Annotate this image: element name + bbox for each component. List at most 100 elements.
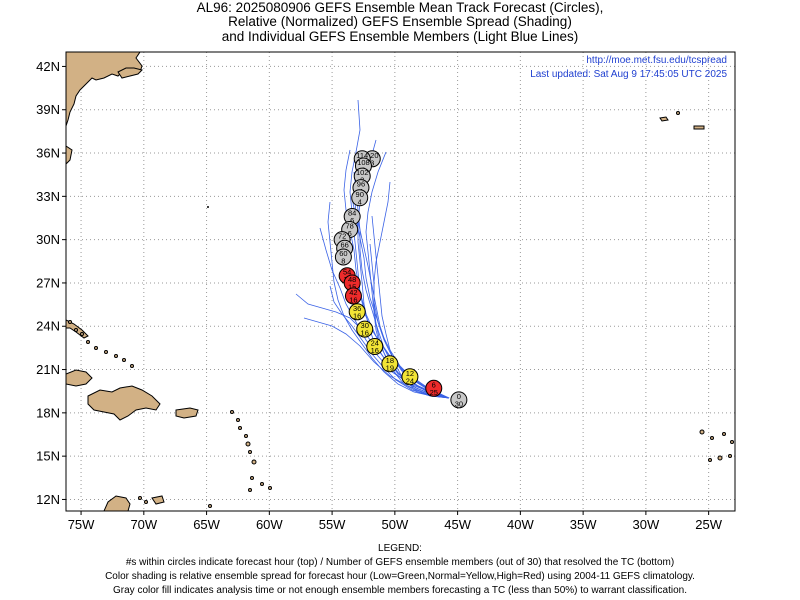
forecast-hour-label: 120 [366, 151, 379, 160]
lat-tick-label: 42N [36, 59, 60, 74]
member-count-label: 16 [371, 346, 379, 355]
hispaniola-land [87, 385, 161, 421]
legend-heading: LEGEND: [378, 543, 422, 554]
bermuda-land [207, 206, 209, 208]
forecast-hour-label: 102 [356, 168, 369, 177]
mean-track-point: 608 [334, 248, 352, 266]
forecast-hour-label: 90 [356, 190, 364, 199]
member-count-label: 15 [348, 282, 356, 291]
member-count-label: 8 [341, 256, 345, 265]
longitude-axis: 75W 70W 65W 60W 55W 50W 45W 40W 35W 30W 25W [68, 511, 723, 532]
forecast-hour-label: 78 [345, 222, 353, 231]
forecast-hour-label: 42 [349, 288, 357, 297]
mean-track-circle [450, 391, 468, 409]
lon-tick-label: 50W [381, 517, 408, 532]
forecast-hour-label: 66 [340, 240, 348, 249]
forecast-hour-label: 18 [386, 356, 394, 365]
legend-line-3: Gray color fill indicates analysis time … [113, 585, 687, 596]
member-count-label: 3 [370, 158, 374, 167]
forecast-hour-label: 84 [348, 209, 356, 218]
member-count-label: 25 [430, 388, 438, 397]
puerto-rico-land [175, 407, 199, 419]
lat-tick-label: 30N [36, 232, 60, 247]
lon-tick-label: 55W [319, 517, 346, 532]
lon-tick-label: 60W [256, 517, 283, 532]
legend-line-2: Color shading is relative ensemble sprea… [105, 571, 695, 582]
latitude-axis: 12N 15N 18N 21N 24N 27N 30N 33N 36N 39N 42N [36, 59, 66, 507]
forecast-hour-label: 6 [432, 380, 436, 389]
jamaica-land [66, 369, 93, 387]
lat-tick-label: 36N [36, 146, 60, 161]
bahamas [68, 320, 134, 368]
mean-track-circle [425, 379, 443, 397]
mean-track-circle [348, 303, 366, 321]
title-line-2: Relative (Normalized) GEFS Ensemble Spre… [228, 14, 572, 29]
member-count-label: 16 [349, 295, 357, 304]
member-count-label: 6 [348, 229, 352, 238]
forecast-hour-label: 60 [339, 249, 347, 258]
mean-track-circle [366, 337, 384, 355]
lon-tick-label: 40W [507, 517, 534, 532]
forecast-hour-label: 30 [361, 321, 369, 330]
nova-scotia-land [117, 67, 143, 79]
member-count-label: 16 [361, 329, 369, 338]
lon-tick-label: 30W [633, 517, 660, 532]
land-layer [66, 52, 734, 511]
member-count-label: 6 [350, 216, 354, 225]
trinidad-land [151, 495, 165, 505]
mean-track-circle [356, 320, 374, 338]
lat-tick-label: 33N [36, 189, 60, 204]
mean-track-circle [381, 355, 399, 373]
credit-url: http://moe.met.fsu.edu/tcspread [586, 55, 727, 66]
lon-tick-label: 65W [193, 517, 220, 532]
forecast-hour-label: 72 [338, 232, 346, 241]
forecast-hour-label: 96 [357, 180, 365, 189]
mean-track-point: 625 [425, 379, 443, 397]
credit-updated: Last updated: Sat Aug 9 17:45:05 UTC 202… [530, 69, 727, 80]
mean-track-point: 030 [450, 391, 468, 409]
forecast-hour-label: 12 [406, 369, 414, 378]
forecast-hour-label: 54 [343, 268, 351, 277]
plot-frame [65, 51, 736, 512]
azores-cape-verde [659, 111, 734, 462]
member-count-label: 4 [358, 197, 362, 206]
plot-area [66, 52, 735, 511]
forecast-hour-label: 48 [348, 275, 356, 284]
lon-tick-label: 75W [68, 517, 95, 532]
member-count-label: 24 [406, 376, 414, 385]
lat-tick-label: 21N [36, 362, 60, 377]
forecast-hour-label: 108 [357, 158, 370, 167]
lat-tick-label: 18N [36, 405, 60, 420]
south-america-land [103, 495, 131, 511]
lon-tick-label: 70W [130, 517, 157, 532]
forecast-hour-label: 0 [457, 392, 461, 401]
lat-tick-label: 24N [36, 319, 60, 334]
lat-tick-label: 27N [36, 275, 60, 290]
mean-track-point: 904 [351, 189, 369, 207]
mean-track-circles: 1203114310831023964904846786727667608541… [333, 150, 468, 409]
title-line-3: and Individual GEFS Ensemble Members (Li… [221, 29, 579, 44]
lon-tick-label: 45W [444, 517, 471, 532]
member-count-label: 16 [353, 311, 361, 320]
lat-tick-label: 12N [36, 492, 60, 507]
member-count-label: 19 [386, 363, 394, 372]
lesser-antilles [138, 410, 272, 508]
legend-line-1: #s within circles indicate forecast hour… [125, 557, 675, 568]
mean-track-circle [401, 368, 419, 386]
lon-tick-label: 35W [570, 517, 597, 532]
forecast-hour-label: 114 [356, 151, 368, 160]
mean-track-circle [334, 248, 352, 266]
forecast-hour-label: 36 [353, 304, 361, 313]
grid-lines [66, 52, 735, 511]
lon-tick-label: 25W [695, 517, 722, 532]
title-line-1: AL96: 2025080906 GEFS Ensemble Mean Trac… [196, 0, 604, 15]
cape-cod-land [66, 145, 73, 165]
member-count-label: 30 [455, 399, 463, 408]
